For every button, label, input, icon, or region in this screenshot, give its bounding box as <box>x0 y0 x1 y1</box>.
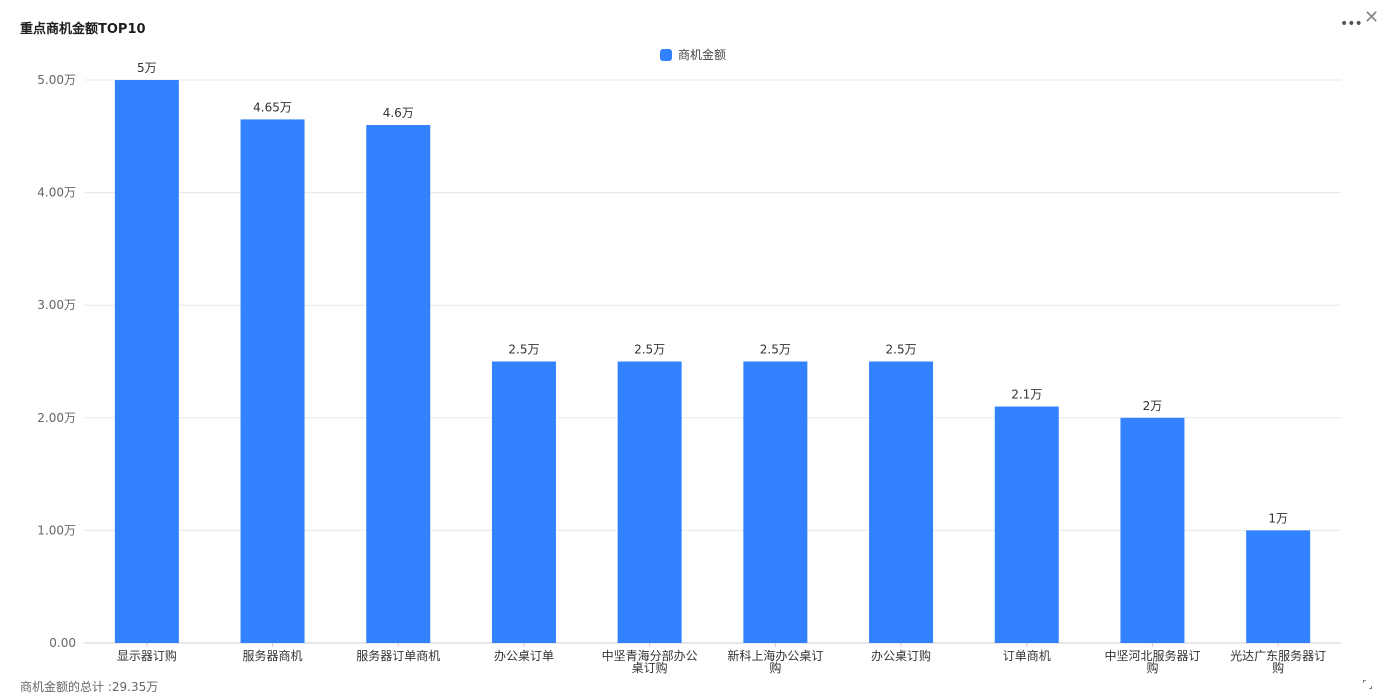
data-labels: 5万 4.65万 4.6万 2.5万 2.5万 2.5万 2.5万 2.1万 2万 1万 <box>137 61 1288 525</box>
close-icon[interactable]: ✕ <box>1364 7 1380 28</box>
data-label: 1万 <box>1268 511 1288 525</box>
y-axis: 0.00 1.00万 2.00万 3.00万 4.00万 5.00万 <box>37 73 76 650</box>
bars <box>114 80 1311 644</box>
bar <box>366 125 431 644</box>
data-label: 4.6万 <box>383 106 414 120</box>
data-label: 2.5万 <box>634 343 665 357</box>
x-tick-label: 桌订购 <box>632 660 668 675</box>
x-tick-label: 服务器订单商机 <box>356 648 440 663</box>
data-label: 4.65万 <box>253 100 292 114</box>
x-tick-label: 显示器订购 <box>117 648 177 663</box>
y-tick-label: 3.00万 <box>37 298 76 312</box>
x-tick-label: 购 <box>1146 660 1158 675</box>
data-label: 2.5万 <box>508 343 539 357</box>
bar <box>869 361 934 643</box>
x-tick-label: 服务器商机 <box>243 648 303 663</box>
bar <box>114 80 179 643</box>
bar <box>743 361 808 643</box>
data-label: 2.1万 <box>1011 388 1042 402</box>
bar <box>1120 417 1185 643</box>
chart-title: 重点商机金额TOP10 <box>20 22 146 37</box>
legend-label: 商机金额 <box>678 48 727 62</box>
data-label: 5万 <box>137 61 157 75</box>
x-tick-label: 办公桌订购 <box>871 648 931 663</box>
more-icon[interactable]: ••• <box>1340 16 1363 32</box>
resize-icon[interactable] <box>1363 680 1372 689</box>
bar <box>1246 530 1311 643</box>
y-tick-label: 1.00万 <box>37 523 76 537</box>
bar <box>994 406 1059 643</box>
data-label: 2.5万 <box>760 343 791 357</box>
x-tick-label: 购 <box>1272 660 1284 675</box>
x-tick-label: 办公桌订单 <box>494 648 554 663</box>
total-summary: 商机金额的总计 :29.35万 <box>20 680 159 694</box>
x-tick-label: 中坚河北服务器订 <box>1104 648 1200 663</box>
y-tick-label: 2.00万 <box>37 411 76 425</box>
x-tick-label: 中坚青海分部办公 <box>602 648 698 663</box>
y-tick-label: 0.00 <box>49 636 76 650</box>
bar <box>491 361 556 643</box>
data-label: 2万 <box>1143 399 1163 413</box>
data-label: 2.5万 <box>886 343 917 357</box>
y-tick-label: 4.00万 <box>37 186 76 200</box>
legend[interactable]: 商机金额 <box>660 46 726 63</box>
x-tick-label: 新科上海办公桌订 <box>727 648 823 663</box>
bar <box>617 361 682 643</box>
x-tick-label: 光达广东服务器订 <box>1230 648 1326 663</box>
x-tick-label: 购 <box>769 660 781 675</box>
bar <box>240 119 305 643</box>
legend-swatch <box>660 48 672 61</box>
x-tick-label: 订单商机 <box>1003 648 1051 663</box>
y-tick-label: 5.00万 <box>37 73 76 87</box>
